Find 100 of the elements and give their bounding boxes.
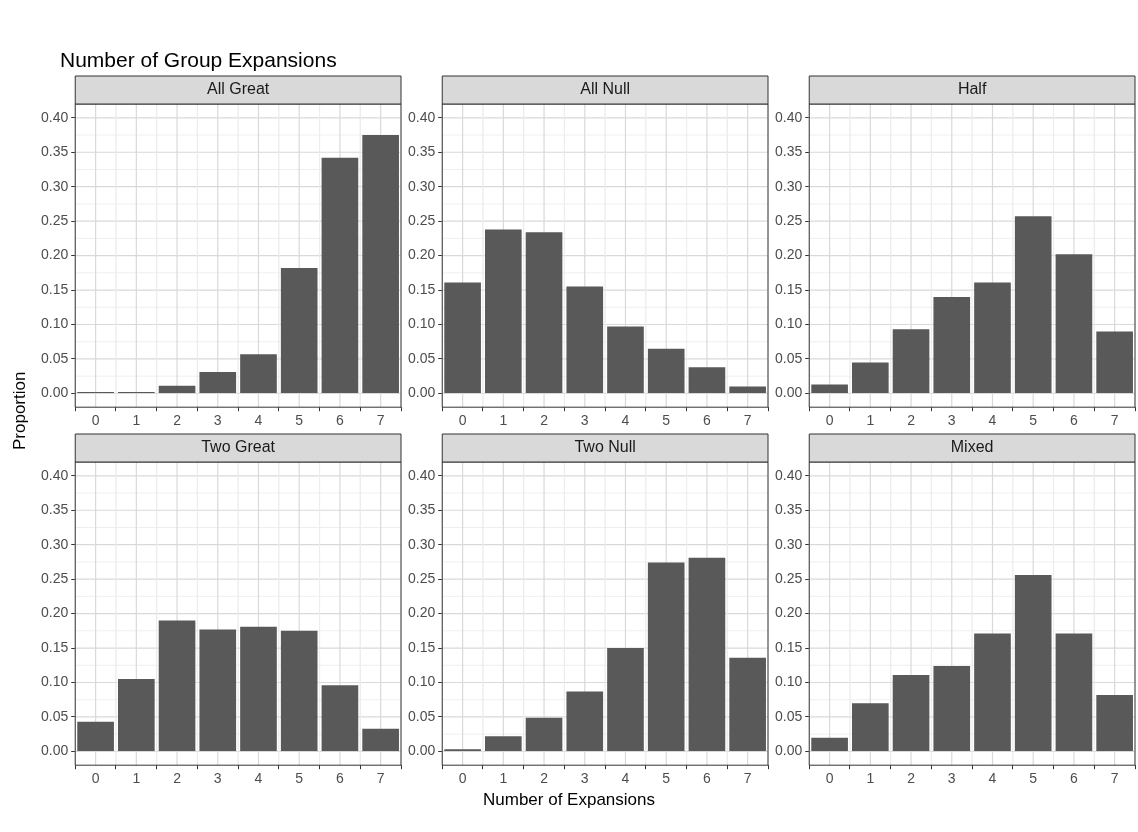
x-tick-label: 6 bbox=[1070, 412, 1079, 429]
bar bbox=[158, 385, 196, 393]
y-tick-label: 0.10 bbox=[408, 315, 436, 332]
x-tick-label: 5 bbox=[1029, 412, 1038, 429]
y-tick-label: 0.20 bbox=[408, 246, 436, 263]
bar bbox=[688, 367, 726, 393]
x-tick-label: 1 bbox=[132, 770, 141, 787]
y-tick-label: 0.25 bbox=[775, 212, 803, 228]
bar bbox=[892, 674, 930, 751]
bar bbox=[485, 736, 522, 751]
y-tick-label: 0.30 bbox=[775, 535, 803, 552]
bar bbox=[1096, 694, 1133, 751]
y-tick-label: 0.00 bbox=[775, 384, 803, 401]
y-tick-label: 0.05 bbox=[41, 349, 69, 366]
x-tick-label: 6 bbox=[1070, 770, 1079, 787]
y-tick-label: 0.20 bbox=[775, 604, 803, 621]
y-tick-label: 0.40 bbox=[408, 466, 436, 483]
bar bbox=[199, 629, 237, 751]
text: Number of Group Expansions bbox=[60, 48, 337, 72]
y-tick-label: 0.10 bbox=[775, 673, 803, 690]
x-tick-label: 7 bbox=[743, 412, 752, 429]
x-tick-label: 0 bbox=[825, 770, 834, 787]
y-tick-label: 0.20 bbox=[408, 604, 436, 621]
x-tick-label: 4 bbox=[621, 770, 630, 787]
bar bbox=[199, 372, 237, 393]
bar bbox=[892, 329, 930, 393]
y-tick-label: 0.25 bbox=[775, 570, 803, 586]
y-tick-label: 0.35 bbox=[408, 143, 436, 160]
y-axis-title: Proportion bbox=[10, 371, 30, 450]
bar bbox=[1055, 633, 1093, 751]
bar bbox=[974, 282, 1011, 393]
y-tick-label: 0.15 bbox=[41, 638, 69, 655]
y-tick-label: 0.30 bbox=[41, 177, 69, 194]
y-tick-label: 0.40 bbox=[41, 466, 69, 483]
chart-title: Two Great bbox=[201, 438, 276, 456]
bar bbox=[280, 630, 318, 751]
x-tick-label: 5 bbox=[662, 770, 671, 787]
y-tick-label: 0.40 bbox=[775, 108, 803, 125]
y-tick-label: 0.30 bbox=[408, 535, 436, 552]
bar bbox=[647, 348, 685, 393]
bar bbox=[933, 296, 971, 393]
y-tick-label: 0.00 bbox=[41, 384, 69, 401]
x-tick-label: 0 bbox=[825, 412, 834, 429]
x-tick-label: 4 bbox=[988, 770, 997, 787]
x-tick-label: 7 bbox=[743, 770, 752, 787]
y-tick-label: 0.05 bbox=[408, 707, 436, 724]
y-tick-label: 0.00 bbox=[775, 742, 803, 759]
x-tick-label: 4 bbox=[254, 770, 263, 787]
x-tick-label: 2 bbox=[540, 770, 549, 787]
x-tick-label: 4 bbox=[988, 412, 997, 429]
bar bbox=[362, 135, 399, 393]
x-tick-label: 6 bbox=[703, 770, 712, 787]
y-tick-label: 0.35 bbox=[775, 143, 803, 160]
chart-title: All Great bbox=[207, 80, 270, 98]
y-tick-label: 0.10 bbox=[41, 315, 69, 332]
y-tick-label: 0.25 bbox=[41, 212, 69, 228]
x-tick-label: 2 bbox=[540, 412, 549, 429]
bar bbox=[444, 282, 481, 393]
x-tick-label: 6 bbox=[703, 412, 712, 429]
y-tick-label: 0.10 bbox=[408, 673, 436, 690]
x-tick-label: 5 bbox=[295, 770, 304, 787]
y-tick-label: 0.40 bbox=[41, 108, 69, 125]
bar bbox=[566, 691, 604, 751]
y-tick-label: 0.30 bbox=[408, 177, 436, 194]
x-tick-label: 2 bbox=[907, 412, 916, 429]
x-tick-label: 1 bbox=[499, 770, 508, 787]
bar bbox=[729, 386, 766, 393]
bar bbox=[852, 362, 889, 393]
x-tick-label: 0 bbox=[458, 412, 467, 429]
chart-title: All Null bbox=[580, 80, 631, 98]
y-tick-label: 0.30 bbox=[775, 177, 803, 194]
bar bbox=[729, 657, 766, 751]
x-tick-label: 0 bbox=[458, 770, 467, 787]
y-tick-label: 0.00 bbox=[41, 742, 69, 759]
x-tick-label: 1 bbox=[132, 412, 141, 429]
y-tick-label: 0.10 bbox=[41, 673, 69, 690]
bar bbox=[321, 685, 359, 751]
bar bbox=[362, 728, 399, 751]
x-tick-label: 1 bbox=[866, 770, 875, 787]
bar bbox=[118, 679, 155, 751]
y-tick-label: 0.05 bbox=[408, 349, 436, 366]
x-tick-label: 5 bbox=[295, 412, 304, 429]
x-tick-label: 3 bbox=[580, 770, 589, 787]
x-tick-label: 5 bbox=[662, 412, 671, 429]
y-tick-label: 0.35 bbox=[41, 501, 69, 518]
y-tick-label: 0.15 bbox=[408, 638, 436, 655]
y-tick-label: 0.10 bbox=[775, 315, 803, 332]
x-tick-label: 5 bbox=[1029, 770, 1038, 787]
bar bbox=[933, 665, 971, 751]
bar bbox=[240, 626, 277, 751]
x-tick-label: 0 bbox=[91, 770, 100, 787]
bar bbox=[1096, 331, 1133, 393]
x-tick-label: 7 bbox=[1110, 770, 1119, 787]
chart-title: Mixed bbox=[950, 438, 994, 456]
x-tick-label: 2 bbox=[173, 412, 182, 429]
bar bbox=[525, 232, 563, 393]
x-axis-title: Number of Expansions bbox=[482, 790, 656, 810]
x-tick-label: 3 bbox=[947, 770, 956, 787]
y-tick-label: 0.25 bbox=[408, 570, 436, 586]
bar bbox=[77, 721, 114, 751]
